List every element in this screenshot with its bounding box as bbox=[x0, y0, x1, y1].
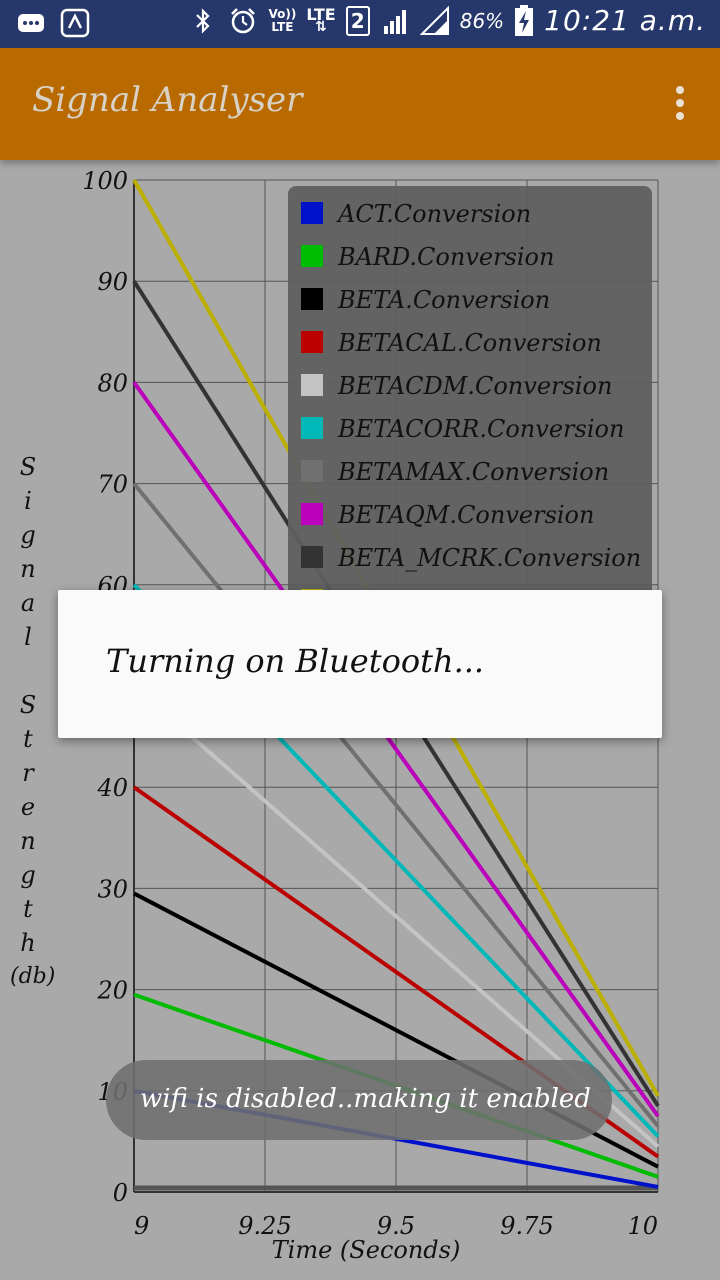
legend-swatch bbox=[301, 288, 323, 310]
legend-label: BETA_MCRK.Conversion bbox=[337, 544, 641, 572]
y-tick-label: 90 bbox=[97, 268, 128, 296]
legend-label: BETACAL.Conversion bbox=[337, 329, 602, 357]
y-axis-label-char: e bbox=[20, 793, 36, 821]
data-arrows-icon: ⇅ bbox=[315, 18, 327, 35]
legend-swatch bbox=[301, 546, 323, 568]
volte-lte-text: LTE bbox=[271, 19, 294, 34]
y-axis-label-char: S bbox=[19, 691, 37, 719]
y-axis-label-char: g bbox=[20, 861, 36, 889]
legend-label: BETAMAX.Conversion bbox=[337, 458, 609, 486]
y-tick-label: 30 bbox=[97, 875, 128, 903]
legend-swatch bbox=[301, 331, 323, 353]
toast-message: wifi is disabled..making it enabled bbox=[140, 1084, 591, 1114]
legend-box bbox=[288, 186, 652, 606]
music-app-icon bbox=[60, 8, 90, 38]
y-axis-label-char: S bbox=[19, 453, 37, 481]
signal-icon bbox=[383, 9, 406, 34]
y-tick-label: 0 bbox=[113, 1179, 128, 1207]
y-axis-label-char: t bbox=[23, 895, 33, 923]
y-axis-label-char: g bbox=[20, 521, 36, 549]
series-line bbox=[132, 381, 660, 1118]
y-axis-label-char: l bbox=[24, 623, 32, 651]
y-axis-label-char: n bbox=[20, 827, 36, 855]
y-axis-label-char: r bbox=[22, 759, 34, 787]
y-tick-label: 40 bbox=[96, 774, 128, 802]
legend-swatch bbox=[301, 374, 323, 396]
legend-swatch bbox=[301, 460, 323, 482]
legend-swatch bbox=[301, 503, 323, 525]
app-toolbar: Signal Analyser bbox=[0, 48, 720, 160]
legend-label: ACT.Conversion bbox=[336, 200, 531, 228]
toast: wifi is disabled..making it enabled bbox=[106, 1060, 612, 1140]
signal-chart: 010203040506070809010099.259.59.7510Time… bbox=[82, 167, 660, 1264]
y-axis-label-char: i bbox=[24, 487, 32, 515]
battery-charging-icon bbox=[515, 4, 534, 36]
volte-text: Vo)) bbox=[268, 6, 297, 21]
clock: 10:21 a.m. bbox=[544, 4, 706, 37]
y-tick-label: 70 bbox=[97, 471, 128, 499]
legend-swatch bbox=[301, 417, 323, 439]
y-axis-label-char: h bbox=[20, 929, 36, 957]
x-tick-label: 10 bbox=[627, 1212, 658, 1240]
legend-swatch bbox=[301, 245, 323, 267]
alarm-icon bbox=[231, 7, 256, 33]
lte-indicator: LTE ⇅ bbox=[306, 4, 336, 35]
battery-percent: 86% bbox=[459, 8, 505, 33]
legend-label: BETACDM.Conversion bbox=[337, 372, 612, 400]
x-axis-label: Time (Seconds) bbox=[272, 1236, 461, 1264]
y-axis-label-char bbox=[10, 654, 46, 688]
y-axis-unit: (db) bbox=[10, 964, 56, 989]
x-tick-label: 9.5 bbox=[377, 1212, 415, 1240]
message-icon bbox=[18, 14, 44, 32]
y-tick-label: 20 bbox=[96, 977, 128, 1005]
volte-indicator: Vo)) LTE bbox=[268, 6, 297, 34]
x-tick-label: 9 bbox=[134, 1212, 149, 1240]
legend-label: BETAQM.Conversion bbox=[337, 501, 594, 529]
y-axis-label-char: t bbox=[23, 725, 33, 753]
legend-label: BETACORR.Conversion bbox=[337, 415, 624, 443]
progress-dialog: Turning on Bluetooth... bbox=[58, 590, 662, 738]
x-tick-label: 9.25 bbox=[238, 1212, 291, 1240]
status-bar: Vo)) LTE LTE ⇅ 2 86% 10:21 a.m. bbox=[0, 0, 720, 48]
y-tick-label: 100 bbox=[82, 167, 128, 195]
y-tick-label: 80 bbox=[97, 369, 128, 397]
app-title: Signal Analyser bbox=[32, 80, 303, 120]
legend-swatch bbox=[301, 202, 323, 224]
x-tick-label: 9.75 bbox=[500, 1212, 553, 1240]
lte-text: LTE bbox=[306, 4, 336, 24]
y-axis-label-char: a bbox=[20, 589, 36, 617]
y-axis-label-char: n bbox=[20, 555, 36, 583]
legend-label: BARD.Conversion bbox=[337, 243, 554, 271]
signal-sim2-icon bbox=[419, 5, 449, 35]
overflow-menu-icon[interactable] bbox=[676, 86, 686, 122]
bluetooth-icon bbox=[196, 7, 211, 34]
sim-indicator: 2 bbox=[345, 5, 370, 36]
dialog-message: Turning on Bluetooth... bbox=[106, 642, 485, 680]
legend-label: BETA.Conversion bbox=[337, 286, 550, 314]
